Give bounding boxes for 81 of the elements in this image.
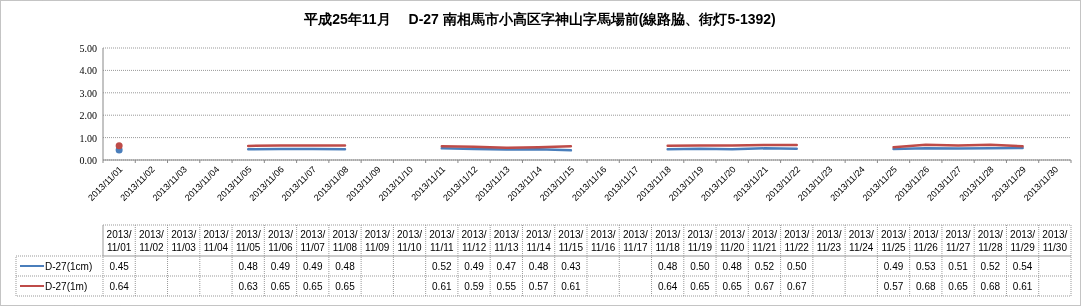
category-label: 2013/11/29 (1010, 229, 1036, 253)
y-tick-label: 5.00 (79, 43, 97, 54)
data-label: 0.48 (335, 261, 356, 272)
data-label: 0.61 (561, 281, 582, 292)
category-label: 2013/11/07 (300, 229, 326, 253)
data-label: 0.65 (690, 281, 711, 292)
category-label: 2013/11/04 (203, 229, 229, 253)
data-label: 0.55 (496, 281, 517, 292)
category-label: 2013/11/22 (784, 229, 810, 253)
category-label: 2013/11/13 (493, 229, 519, 253)
data-label: 0.49 (883, 261, 904, 272)
data-label: 0.50 (787, 261, 807, 272)
data-label: 0.51 (948, 261, 969, 272)
data-label: 0.47 (496, 261, 517, 272)
data-label: 0.48 (657, 261, 678, 272)
data-label: 0.67 (787, 281, 807, 292)
data-label: 0.49 (303, 261, 323, 272)
category-label: 2013/11/18 (655, 229, 681, 253)
data-label: 0.65 (948, 281, 969, 292)
category-label: 2013/11/03 (171, 229, 197, 253)
data-label: 0.57 (883, 281, 904, 292)
data-label: 0.52 (432, 261, 452, 272)
data-label: 0.49 (464, 261, 485, 272)
legend-label: D-27(1cm) (45, 261, 93, 272)
category-label: 2013/11/05 (235, 229, 261, 253)
category-label: 2013/11/09 (364, 229, 390, 253)
legend-item: D-27(1m) (19, 281, 88, 292)
data-label: 0.52 (980, 261, 1001, 272)
category-label: 2013/11/26 (913, 229, 939, 253)
data-label: 0.65 (270, 281, 291, 292)
category-label: 2013/11/21 (751, 229, 777, 253)
category-label: 2013/11/12 (461, 229, 487, 253)
data-label: 0.48 (238, 261, 259, 272)
data-label: 0.48 (722, 261, 743, 272)
category-label: 2013/11/02 (138, 229, 164, 253)
category-label: 2013/11/01 (106, 229, 132, 253)
data-label: 0.65 (722, 281, 743, 292)
data-label: 0.63 (238, 281, 259, 292)
category-label: 2013/11/17 (622, 229, 648, 253)
data-label: 0.68 (980, 281, 1001, 292)
category-label: 2013/11/23 (816, 229, 842, 253)
category-label: 2013/11/15 (558, 229, 584, 253)
legend-item: D-27(1cm) (19, 261, 93, 272)
y-tick-label: 2.00 (79, 110, 97, 122)
data-label: 0.57 (528, 281, 549, 292)
data-label: 0.65 (335, 281, 356, 292)
category-label: 2013/11/08 (332, 229, 358, 253)
data-label: 0.61 (432, 281, 452, 292)
category-label: 2013/11/11 (429, 229, 455, 253)
category-label: 2013/11/14 (526, 229, 552, 253)
category-label: 2013/11/19 (687, 229, 713, 253)
data-label: 0.43 (561, 261, 582, 272)
data-label: 0.59 (464, 281, 485, 292)
y-tick-label: 4.00 (79, 65, 97, 77)
category-label: 2013/11/27 (945, 229, 971, 253)
data-label: 0.65 (303, 281, 323, 292)
data-label: 0.61 (1012, 281, 1033, 292)
data-label: 0.64 (109, 281, 130, 292)
category-label: 2013/11/25 (881, 229, 907, 253)
category-label: 2013/11/30 (1042, 229, 1068, 253)
data-label: 0.50 (690, 261, 711, 272)
category-label: 2013/11/06 (267, 229, 293, 253)
category-label: 2013/11/10 (397, 229, 423, 253)
data-label: 0.64 (657, 281, 678, 292)
chart-title: 平成25年11月 D-27 南相馬市小高区字神山字馬場前(線路脇、街灯5-1392) (303, 11, 776, 27)
category-label: 2013/11/20 (719, 229, 745, 253)
data-label: 0.67 (754, 281, 775, 292)
data-label: 0.49 (270, 261, 291, 272)
data-label: 0.53 (916, 261, 936, 272)
data-label: 0.54 (1012, 261, 1033, 272)
data-label: 0.68 (916, 281, 936, 292)
data-label: 0.45 (109, 261, 130, 272)
y-tick-label: 0.00 (79, 155, 97, 166)
category-label: 2013/11/24 (848, 229, 874, 253)
category-label: 2013/11/16 (590, 229, 616, 253)
category-label: 2013/11/28 (977, 229, 1003, 253)
data-label: 0.52 (754, 261, 775, 272)
y-tick-label: 3.00 (79, 87, 97, 99)
data-label: 0.48 (528, 261, 549, 272)
legend-label: D-27(1m) (45, 281, 88, 292)
y-tick-label: 1.00 (79, 132, 97, 144)
